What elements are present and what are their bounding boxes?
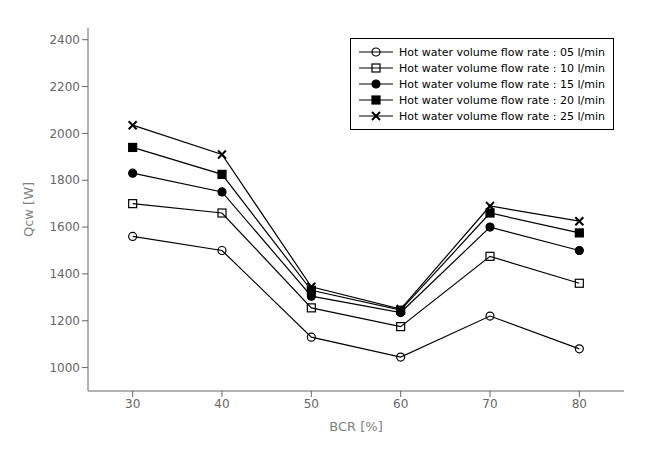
svg-text:70: 70 (482, 397, 497, 411)
svg-text:BCR [%]: BCR [%] (329, 419, 382, 434)
svg-text:2200: 2200 (49, 80, 80, 94)
svg-text:1600: 1600 (49, 220, 80, 234)
svg-text:1400: 1400 (49, 267, 80, 281)
svg-text:1000: 1000 (49, 361, 80, 375)
svg-text:1200: 1200 (49, 314, 80, 328)
html-text:Hot water volume flow rate : 2: Hot water volume flow rate : 20 l/min (398, 93, 605, 107)
svg-text:60: 60 (393, 397, 408, 411)
svg-text:80: 80 (572, 397, 587, 411)
svg-text:Qcw [W]: Qcw [W] (21, 182, 36, 237)
html-text:Hot water volume flow rate : 0: Hot water volume flow rate : 05 l/min (398, 45, 605, 59)
svg-text:2000: 2000 (49, 127, 80, 141)
svg-text:2400: 2400 (49, 33, 80, 47)
svg-text:40: 40 (214, 397, 229, 411)
html-text:Hot water volume flow rate : 1: Hot water volume flow rate : 10 l/min (398, 61, 605, 75)
svg-text:50: 50 (304, 397, 319, 411)
html-text:Hot water volume flow rate : 2: Hot water volume flow rate : 25 l/min (398, 109, 605, 123)
html-text:Hot water volume flow rate : 1: Hot water volume flow rate : 15 l/min (398, 77, 605, 91)
svg-text:1800: 1800 (49, 173, 80, 187)
svg-text:30: 30 (125, 397, 140, 411)
